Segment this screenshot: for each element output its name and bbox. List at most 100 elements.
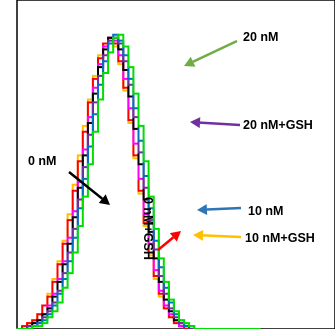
- data-point: [37, 314, 39, 316]
- data-point: [52, 305, 54, 307]
- data-point: [87, 99, 89, 101]
- data-point: [138, 163, 140, 165]
- data-point: [57, 290, 59, 292]
- data-point: [107, 43, 109, 45]
- data-point: [47, 305, 49, 307]
- data-point: [163, 299, 165, 301]
- data-point: [183, 322, 185, 324]
- data-point: [123, 55, 125, 57]
- data-point: [57, 261, 59, 263]
- data-point: [57, 278, 59, 280]
- data-point: [133, 108, 135, 110]
- data-point: [128, 96, 130, 98]
- data-point: [112, 34, 114, 36]
- annotation-0nm: 0 nM: [28, 154, 56, 168]
- data-point: [128, 108, 130, 110]
- data-point: [92, 78, 94, 80]
- data-point: [67, 243, 69, 245]
- data-point: [97, 84, 99, 86]
- data-point: [26, 325, 28, 327]
- data-point: [118, 60, 120, 62]
- data-point: [47, 296, 49, 298]
- data-point: [67, 261, 69, 263]
- data-point: [138, 152, 140, 154]
- data-point: [153, 275, 155, 277]
- data-point: [123, 60, 125, 62]
- data-point: [92, 87, 94, 89]
- arrow-shaft: [207, 208, 241, 210]
- data-point: [158, 258, 160, 260]
- annotation-0nm-gsh: 0 nM+GSH: [141, 197, 155, 260]
- data-point: [138, 190, 140, 192]
- data-point: [82, 178, 84, 180]
- data-point: [82, 125, 84, 127]
- data-point: [87, 116, 89, 118]
- annotation-10nm-gsh: 10 nM+GSH: [245, 231, 315, 245]
- data-point: [178, 325, 180, 327]
- data-point: [123, 87, 125, 89]
- data-point: [42, 316, 44, 318]
- data-point: [52, 281, 54, 283]
- data-point: [87, 102, 89, 104]
- data-point: [163, 293, 165, 295]
- data-point: [97, 66, 99, 68]
- data-point: [82, 131, 84, 133]
- data-point: [62, 278, 64, 280]
- data-point: [77, 208, 79, 210]
- data-point: [21, 325, 23, 327]
- data-point: [37, 322, 39, 324]
- annotation-10nm: 10 nM: [248, 204, 283, 218]
- data-point: [153, 269, 155, 271]
- data-point: [31, 319, 33, 321]
- data-point: [118, 40, 120, 42]
- data-point: [92, 75, 94, 77]
- data-point: [168, 308, 170, 310]
- data-point: [138, 140, 140, 142]
- data-point: [31, 322, 33, 324]
- data-point: [77, 225, 79, 227]
- data-point: [52, 311, 54, 313]
- data-point: [118, 55, 120, 57]
- annotation-20nm-gsh: 20 nM+GSH: [243, 118, 313, 132]
- data-point: [118, 43, 120, 45]
- data-point: [123, 46, 125, 48]
- data-point: [62, 240, 64, 242]
- data-point: [42, 314, 44, 316]
- data-point: [67, 272, 69, 274]
- data-point: [133, 128, 135, 130]
- data-point: [138, 193, 140, 195]
- data-point: [47, 311, 49, 313]
- data-point: [47, 308, 49, 310]
- data-point: [133, 155, 135, 157]
- data-point: [87, 146, 89, 148]
- data-point: [62, 272, 64, 274]
- data-point: [168, 314, 170, 316]
- data-point: [138, 125, 140, 127]
- data-point: [158, 266, 160, 268]
- data-point: [173, 311, 175, 313]
- data-point: [87, 134, 89, 136]
- data-point: [67, 219, 69, 221]
- data-point: [47, 314, 49, 316]
- data-point: [31, 325, 33, 327]
- data-point: [143, 161, 145, 163]
- data-point: [102, 55, 104, 57]
- data-point: [97, 63, 99, 65]
- data-point: [107, 37, 109, 39]
- data-point: [67, 237, 69, 239]
- arrow-shaft: [203, 235, 241, 237]
- data-point: [168, 302, 170, 304]
- data-point: [128, 78, 130, 80]
- data-point: [158, 281, 160, 283]
- data-point: [67, 252, 69, 254]
- data-point: [128, 119, 130, 121]
- data-point: [77, 155, 79, 157]
- data-point: [118, 63, 120, 65]
- data-point: [82, 155, 84, 157]
- data-point: [173, 322, 175, 324]
- data-point: [153, 278, 155, 280]
- data-point: [97, 55, 99, 57]
- data-point: [77, 181, 79, 183]
